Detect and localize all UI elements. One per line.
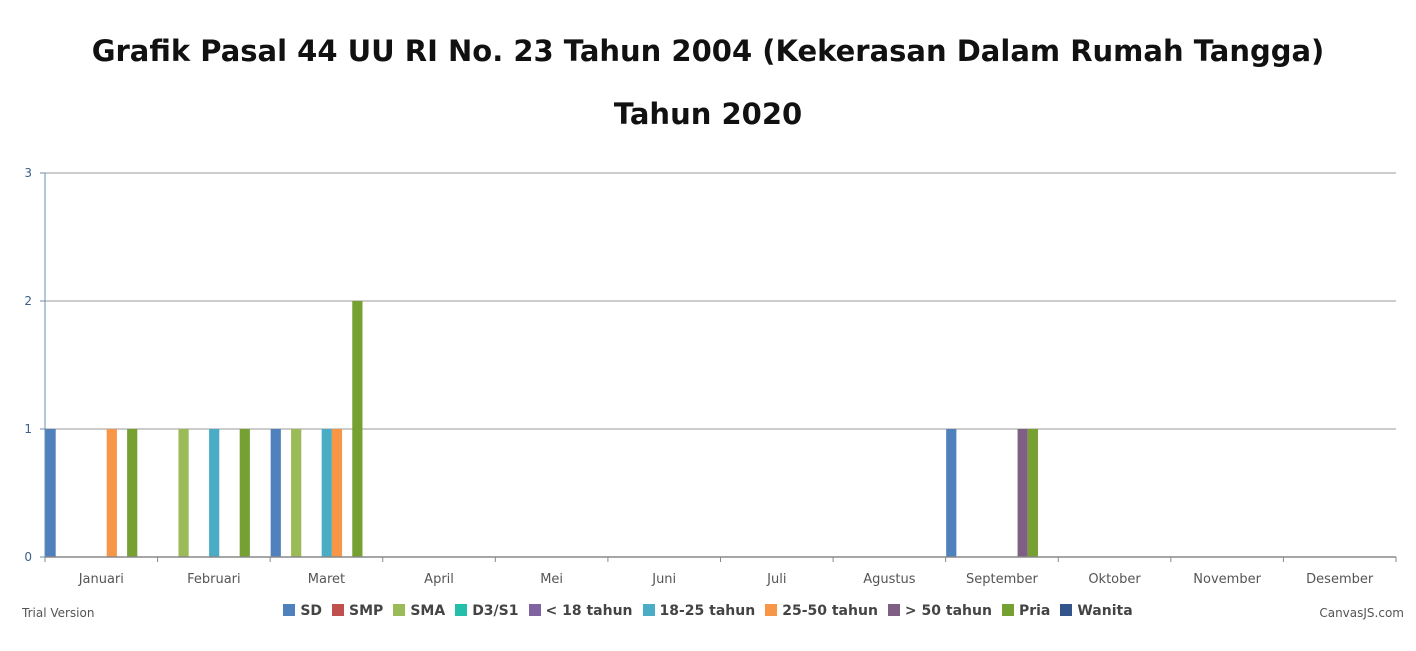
y-tick-label: 1	[24, 422, 32, 436]
chart-subtitle: Tahun 2020	[613, 97, 803, 131]
x-tick-label: Oktober	[1088, 572, 1141, 587]
legend-swatch	[642, 604, 655, 616]
legend-label: > 50 tahun	[904, 603, 992, 619]
bar[interactable]	[178, 429, 189, 557]
x-tick-label: Februari	[187, 572, 241, 587]
bar[interactable]	[209, 429, 220, 557]
bar[interactable]	[331, 429, 343, 557]
x-tick-label: November	[1193, 572, 1261, 587]
legend-item[interactable]: SMA	[393, 603, 445, 619]
legend-swatch	[332, 604, 345, 616]
x-tick-label: Mei	[540, 572, 563, 587]
legend-label: 25-50 tahun	[782, 603, 878, 619]
bar[interactable]	[1017, 429, 1028, 557]
legend-item[interactable]: 18-25 tahun	[642, 603, 756, 619]
legend-label: SMP	[349, 603, 384, 619]
x-tick-label: Juni	[651, 572, 676, 587]
legend-item[interactable]: SD	[283, 603, 322, 619]
bar[interactable]	[239, 429, 250, 557]
bars	[45, 301, 1038, 557]
legend-item[interactable]: Pria	[1001, 603, 1051, 619]
legend-label: SMA	[410, 603, 446, 619]
trial-version-label: Trial Version	[22, 606, 95, 620]
legend-swatch	[455, 604, 468, 616]
legend-label: < 18 tahun	[545, 603, 633, 619]
legend-swatch	[765, 604, 778, 616]
legend-item[interactable]: SMP	[332, 603, 383, 619]
y-tick-label: 2	[24, 294, 32, 308]
legend-swatch	[1060, 604, 1073, 616]
legend-swatch	[1001, 604, 1014, 616]
bar[interactable]	[946, 429, 957, 557]
legend-swatch	[528, 604, 541, 616]
legend-item[interactable]: D3/S1	[455, 603, 519, 619]
x-tick-label: Desember	[1306, 572, 1374, 587]
x-tick-label: April	[424, 572, 454, 587]
legend-swatch	[283, 604, 296, 616]
legend-label: Pria	[1018, 603, 1051, 619]
canvasjs-credit-link[interactable]: CanvasJS.com	[1319, 606, 1404, 620]
legend-swatch	[393, 604, 406, 616]
legend-label: D3/S1	[472, 603, 519, 619]
legend-item[interactable]: 25-50 tahun	[765, 603, 878, 619]
legend: SD SMP SMA D3/S1 < 18 tahun 18-25 tahun 25-50 …	[0, 603, 1416, 619]
legend-item[interactable]: > 50 tahun	[887, 603, 992, 619]
legend-label: SD	[300, 603, 323, 619]
legend-label: 18-25 tahun	[659, 603, 756, 619]
bar[interactable]	[270, 429, 281, 557]
legend-label: Wanita	[1077, 603, 1133, 619]
chart-title: Grafik Pasal 44 UU RI No. 23 Tahun 2004 …	[91, 34, 1325, 68]
y-tick-label: 0	[24, 550, 32, 564]
bar[interactable]	[45, 429, 56, 557]
bar[interactable]	[127, 429, 138, 557]
x-tick-label: September	[966, 572, 1039, 587]
bar[interactable]	[1027, 429, 1038, 557]
axes: 0 1 2 3 Januari Februari Maret April Mei Juni Juli…	[24, 166, 1397, 587]
bar[interactable]	[352, 301, 363, 557]
bar[interactable]	[291, 429, 302, 557]
x-tick-label: Agustus	[863, 572, 915, 587]
y-tick-label: 3	[24, 166, 32, 180]
x-tick-label: Maret	[308, 572, 345, 587]
x-tick-label: Januari	[78, 572, 124, 587]
legend-item[interactable]: < 18 tahun	[528, 603, 633, 619]
bar[interactable]	[321, 429, 332, 557]
bar[interactable]	[106, 429, 117, 557]
legend-item[interactable]: Wanita	[1060, 603, 1133, 619]
x-tick-label: Juli	[766, 572, 786, 587]
legend-swatch	[887, 604, 900, 616]
